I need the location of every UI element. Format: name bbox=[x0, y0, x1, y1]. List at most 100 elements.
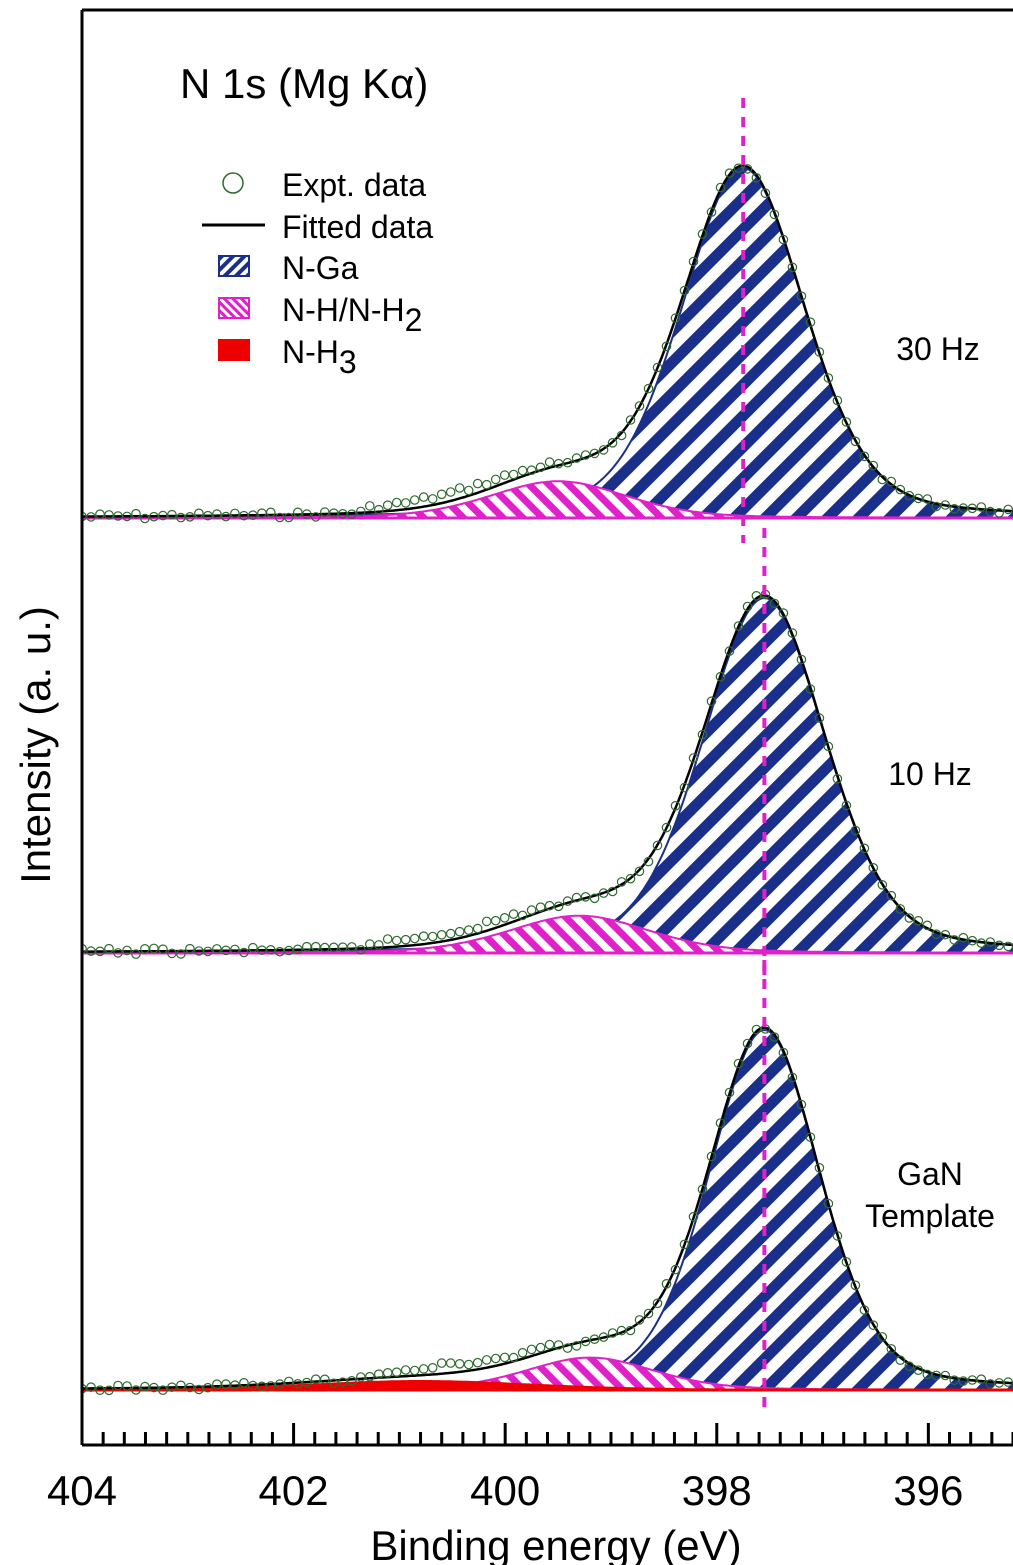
legend-swatch-circle bbox=[222, 172, 244, 194]
expt-point bbox=[292, 944, 303, 955]
expt-point bbox=[553, 901, 564, 912]
expt-point bbox=[122, 511, 132, 522]
expt-point bbox=[427, 931, 438, 942]
expt-point bbox=[823, 1198, 834, 1209]
expt-point bbox=[769, 209, 780, 220]
expt-point bbox=[571, 892, 582, 903]
expt-point bbox=[976, 938, 987, 948]
expt-point bbox=[167, 1382, 177, 1392]
legend-label: Fitted data bbox=[282, 209, 433, 245]
expt-point bbox=[904, 490, 915, 501]
expt-point bbox=[418, 1364, 429, 1374]
expt-point bbox=[913, 915, 924, 926]
expt-point bbox=[967, 1375, 978, 1385]
expt-point bbox=[248, 510, 258, 520]
expt-point bbox=[679, 285, 690, 296]
expt-point bbox=[598, 1332, 609, 1342]
expt-point bbox=[149, 943, 159, 954]
expt-point bbox=[194, 508, 204, 519]
legend-swatch-box bbox=[218, 297, 250, 319]
expt-point bbox=[535, 1342, 546, 1353]
expt-point bbox=[382, 934, 393, 944]
expt-point bbox=[382, 1368, 393, 1378]
expt-point bbox=[230, 944, 240, 955]
expt-point bbox=[949, 935, 960, 945]
expt-point bbox=[832, 773, 843, 784]
expt-point bbox=[553, 458, 564, 469]
x-axis-label: Binding energy (eV) bbox=[370, 1522, 741, 1565]
expt-point bbox=[212, 944, 222, 954]
expt-point bbox=[706, 696, 717, 706]
expt-point bbox=[463, 925, 474, 935]
expt-point bbox=[922, 494, 933, 504]
legend-label: N-H3 bbox=[282, 334, 357, 380]
series-30-hz bbox=[82, 98, 1013, 543]
expt-point bbox=[715, 182, 726, 193]
expt-point bbox=[319, 1374, 330, 1385]
series-label: 30 Hz bbox=[896, 331, 980, 367]
legend-item: N-H/N-H2 bbox=[218, 292, 422, 338]
expt-point bbox=[490, 1353, 501, 1364]
expt-point bbox=[634, 401, 645, 411]
expt-point bbox=[113, 1380, 123, 1391]
expt-point bbox=[113, 948, 123, 958]
expt-point bbox=[526, 905, 537, 915]
expt-point bbox=[967, 935, 978, 946]
expt-point bbox=[976, 1374, 987, 1384]
expt-point bbox=[742, 601, 753, 612]
expt-point bbox=[787, 1072, 798, 1083]
expt-point bbox=[400, 934, 411, 945]
expt-point bbox=[319, 942, 330, 953]
expt-point bbox=[472, 478, 483, 489]
expt-point bbox=[239, 1378, 249, 1388]
expt-point bbox=[841, 1257, 852, 1267]
expt-point bbox=[391, 497, 402, 508]
expt-point bbox=[751, 173, 762, 183]
expt-point bbox=[697, 1184, 708, 1195]
expt-point bbox=[688, 1211, 699, 1222]
expt-point bbox=[544, 1339, 555, 1350]
expt-point bbox=[436, 929, 447, 940]
expt-point bbox=[940, 500, 951, 510]
expt-point bbox=[95, 946, 105, 957]
expt-point bbox=[724, 1087, 735, 1098]
legend-swatch-box bbox=[218, 255, 250, 277]
expt-point bbox=[832, 395, 843, 406]
expt-point bbox=[643, 383, 654, 394]
expt-point bbox=[373, 504, 384, 515]
expt-point bbox=[913, 1365, 924, 1375]
x-tick-label: 398 bbox=[682, 1467, 752, 1514]
expt-point bbox=[850, 1280, 861, 1291]
expt-point bbox=[212, 1379, 222, 1389]
expt-point bbox=[562, 457, 573, 468]
expt-point bbox=[481, 916, 492, 927]
expt-point bbox=[544, 457, 555, 467]
expt-point bbox=[526, 465, 537, 475]
expt-point bbox=[904, 913, 915, 923]
expt-point bbox=[194, 946, 204, 956]
expt-point bbox=[445, 487, 456, 497]
expt-point bbox=[445, 928, 456, 939]
legend-label-subscript: 3 bbox=[339, 344, 357, 380]
expt-point bbox=[158, 944, 168, 954]
expt-point bbox=[625, 873, 636, 884]
expt-point bbox=[355, 506, 366, 517]
expt-point bbox=[95, 1385, 105, 1395]
expt-point bbox=[104, 943, 114, 954]
expt-point bbox=[742, 164, 753, 174]
expt-point bbox=[409, 933, 420, 944]
expt-point bbox=[454, 926, 465, 937]
expt-point bbox=[158, 510, 168, 521]
expt-point bbox=[355, 944, 366, 955]
expt-point bbox=[571, 453, 582, 463]
x-tick-label: 402 bbox=[259, 1467, 329, 1514]
expt-point bbox=[95, 509, 105, 519]
expt-point bbox=[248, 942, 258, 953]
expt-point bbox=[310, 941, 321, 952]
expt-point bbox=[589, 1334, 600, 1344]
expt-point bbox=[724, 646, 735, 656]
expt-point bbox=[580, 891, 591, 902]
expt-point bbox=[931, 501, 942, 512]
expt-point bbox=[481, 479, 492, 490]
